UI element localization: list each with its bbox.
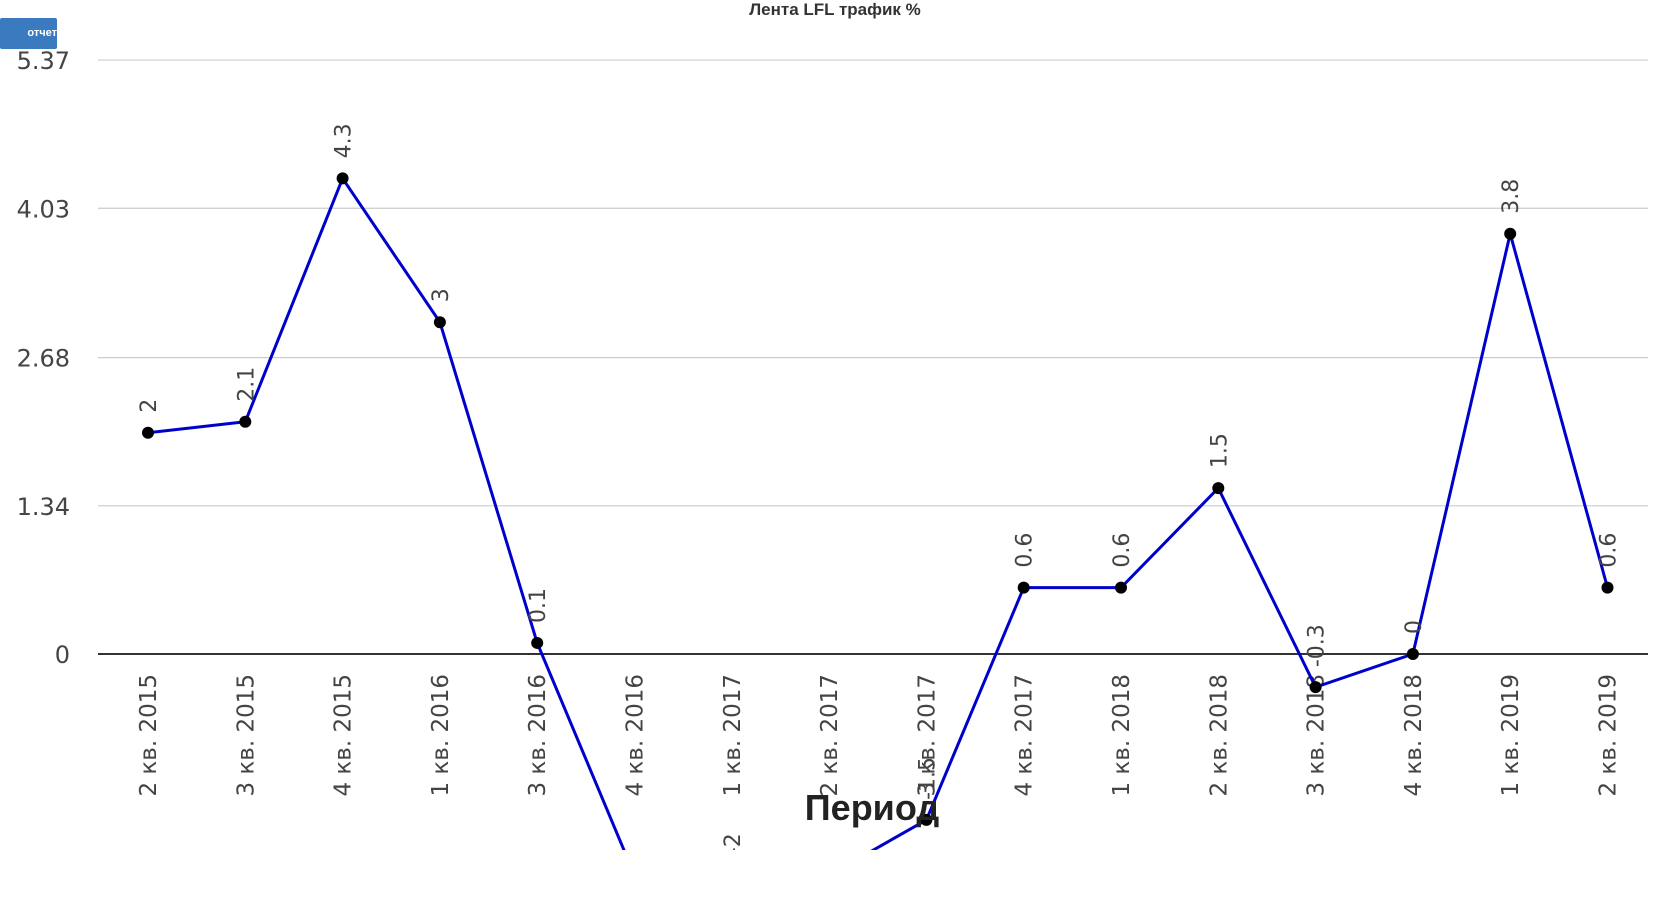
data-label: -1.5 <box>915 757 940 800</box>
data-label: 4.3 <box>332 123 357 158</box>
data-point <box>1309 681 1322 694</box>
x-tick-label: 3 кв. 2018 <box>1304 674 1330 797</box>
data-label: -2 <box>721 833 746 855</box>
x-tick-label: 4 кв. 2016 <box>623 674 649 797</box>
data-label: 3.8 <box>1499 179 1524 214</box>
x-tick-label: 3 кв. 2016 <box>525 674 551 797</box>
data-point <box>920 813 933 826</box>
data-point <box>1017 581 1030 594</box>
data-label: -0.3 <box>1305 624 1330 667</box>
data-label: 2.1 <box>234 367 259 402</box>
data-point <box>1601 581 1614 594</box>
data-point <box>239 415 252 428</box>
y-tick-label: 2.68 <box>17 345 70 373</box>
x-tick-label: 1 кв. 2017 <box>720 674 746 797</box>
y-tick-label: 4.03 <box>17 195 70 223</box>
data-point <box>433 316 446 329</box>
data-point <box>1212 482 1225 495</box>
y-tick-label: 0 <box>55 641 70 669</box>
x-tick-label: 3 кв. 2017 <box>914 674 940 797</box>
series-line <box>142 172 1614 881</box>
x-tick-label: 3 кв. 2015 <box>233 674 259 797</box>
x-tick-label: 4 кв. 2018 <box>1401 674 1427 797</box>
data-label: 0.6 <box>1013 533 1038 568</box>
y-tick-label: 5.37 <box>17 47 70 75</box>
x-tick-label: 1 кв. 2019 <box>1498 674 1524 797</box>
data-label: 2 <box>137 399 162 413</box>
data-label: 0.1 <box>526 588 551 623</box>
x-axis-title: Период <box>805 787 940 828</box>
data-label: 0.6 <box>1110 533 1135 568</box>
grid-lines <box>98 59 1648 655</box>
x-tick-label: 2 кв. 2015 <box>136 674 162 797</box>
data-point <box>823 869 835 881</box>
x-tick-label: 4 кв. 2017 <box>1012 674 1038 797</box>
data-point <box>1406 648 1419 660</box>
x-tick-label: 1 кв. 2018 <box>1109 674 1135 797</box>
data-label: 1.5 <box>1207 433 1232 468</box>
series-line-path <box>147 175 1609 850</box>
data-point <box>1504 227 1517 240</box>
data-point <box>726 869 738 881</box>
y-tick-label: 1.34 <box>17 493 70 521</box>
data-label: 0 <box>1402 620 1427 634</box>
x-tick-label: 1 кв. 2016 <box>428 674 454 797</box>
data-point <box>629 869 641 881</box>
data-point <box>531 636 544 649</box>
chart-title: Лента LFL трафик % <box>749 0 921 19</box>
data-label: 0.6 <box>1597 533 1622 568</box>
report-button-label: отчет <box>27 27 57 39</box>
report-button[interactable]: отчет <box>0 18 57 49</box>
data-point <box>336 172 349 185</box>
x-tick-label: 2 кв. 2017 <box>817 674 843 797</box>
y-axis-ticks: 0 1.34 2.68 4.03 5.37 <box>17 47 70 669</box>
x-tick-label: 4 кв. 2015 <box>331 674 357 797</box>
data-point <box>142 426 154 439</box>
x-tick-label: 2 кв. 2019 <box>1596 674 1622 797</box>
x-axis-ticks: 2 кв. 2015 3 кв. 2015 4 кв. 2015 1 кв. 2016… <box>136 674 1622 797</box>
data-point <box>1115 581 1127 594</box>
x-tick-label: 2 кв. 2018 <box>1206 674 1232 797</box>
data-label: 3 <box>429 288 454 302</box>
data-labels: 2 2.1 4.3 3 0.1 -2 -1.5 0.6 0.6 1.5 -0.3 0 3.8 0.6 <box>137 123 1622 855</box>
